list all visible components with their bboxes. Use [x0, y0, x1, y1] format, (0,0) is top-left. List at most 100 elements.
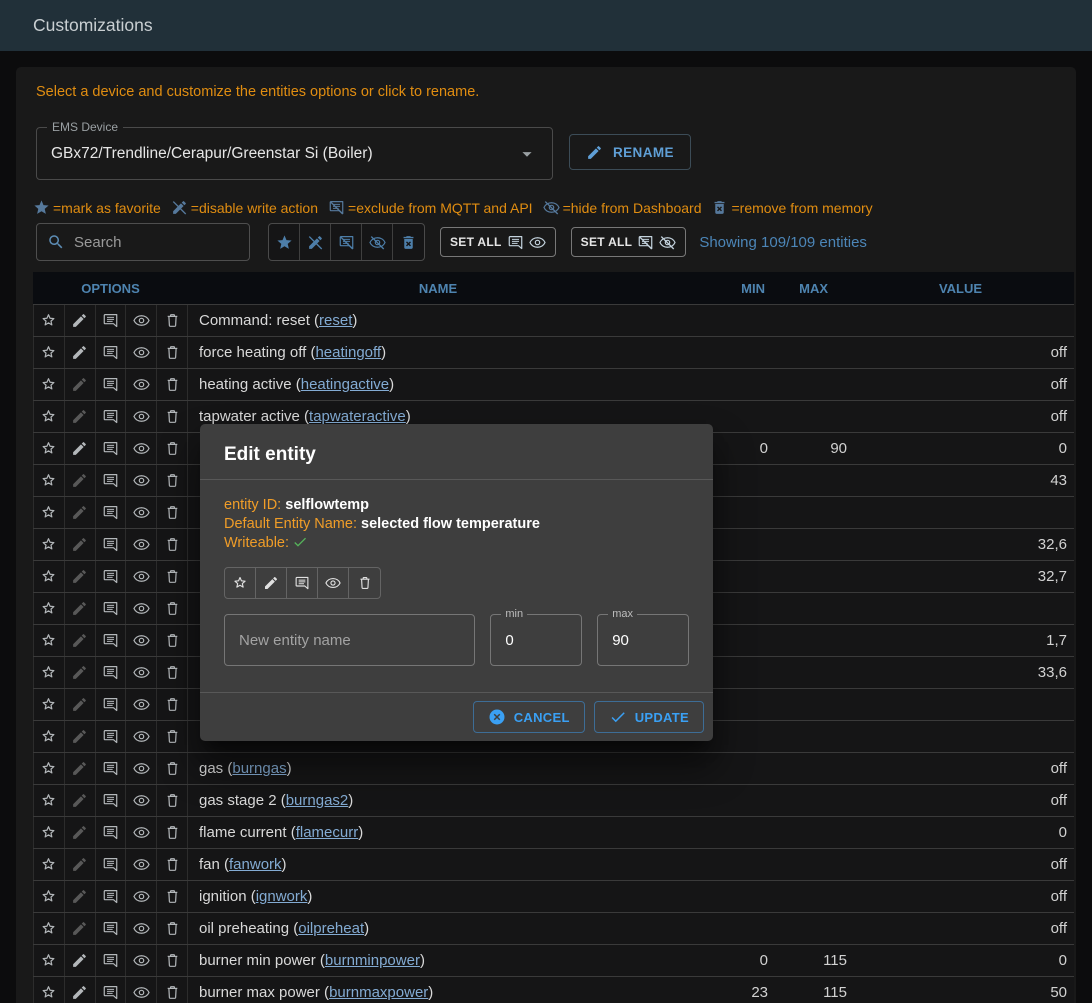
- rename-button[interactable]: RENAME: [569, 134, 691, 170]
- filter-comment-off-toggle[interactable]: [331, 224, 362, 260]
- row-visibility-button[interactable]: [125, 401, 156, 432]
- row-mqtt-exclude-button[interactable]: [94, 977, 126, 1003]
- row-mqtt-exclude-button[interactable]: [94, 305, 126, 336]
- row-delete-button[interactable]: [156, 561, 187, 592]
- search-box[interactable]: [36, 223, 250, 261]
- row-favorite-button[interactable]: [33, 881, 64, 912]
- row-write-toggle[interactable]: [63, 753, 95, 784]
- row-favorite-button[interactable]: [33, 593, 64, 624]
- row-write-toggle[interactable]: [63, 913, 95, 944]
- entity-comment-toggle[interactable]: [287, 568, 318, 598]
- row-write-toggle[interactable]: [63, 689, 95, 720]
- row-favorite-button[interactable]: [33, 913, 64, 944]
- row-delete-button[interactable]: [156, 657, 187, 688]
- row-visibility-button[interactable]: [125, 561, 156, 592]
- row-mqtt-exclude-button[interactable]: [94, 753, 126, 784]
- row-favorite-button[interactable]: [33, 337, 64, 368]
- row-delete-button[interactable]: [156, 849, 187, 880]
- row-mqtt-exclude-button[interactable]: [94, 625, 126, 656]
- set-all-button-1[interactable]: SET ALL: [440, 227, 556, 257]
- entity-id-link[interactable]: burnmaxpower: [329, 983, 429, 1001]
- row-write-toggle[interactable]: [63, 465, 95, 496]
- row-write-toggle[interactable]: [63, 657, 95, 688]
- row-write-toggle[interactable]: [63, 817, 95, 848]
- row-favorite-button[interactable]: [33, 817, 64, 848]
- row-visibility-button[interactable]: [125, 977, 156, 1003]
- entity-trash-toggle[interactable]: [349, 568, 380, 598]
- row-write-toggle[interactable]: [63, 305, 95, 336]
- entity-id-link[interactable]: burnminpower: [324, 952, 420, 969]
- row-write-toggle[interactable]: [63, 433, 95, 464]
- row-delete-button[interactable]: [156, 689, 187, 720]
- entity-pencil-toggle[interactable]: [256, 568, 287, 598]
- row-mqtt-exclude-button[interactable]: [94, 497, 126, 528]
- row-visibility-button[interactable]: [125, 913, 156, 944]
- row-delete-button[interactable]: [156, 817, 187, 848]
- new-entity-name-input[interactable]: [239, 631, 461, 649]
- row-delete-button[interactable]: [156, 337, 187, 368]
- row-mqtt-exclude-button[interactable]: [94, 945, 126, 976]
- entity-id-link[interactable]: heatingoff: [315, 344, 382, 361]
- ems-device-select[interactable]: EMS Device GBx72/Trendline/Cerapur/Green…: [36, 120, 553, 180]
- row-favorite-button[interactable]: [33, 785, 64, 816]
- row-mqtt-exclude-button[interactable]: [94, 817, 126, 848]
- entity-id-link[interactable]: tapwateractive: [309, 408, 406, 425]
- row-visibility-button[interactable]: [125, 593, 156, 624]
- row-favorite-button[interactable]: [33, 689, 64, 720]
- row-write-toggle[interactable]: [63, 561, 95, 592]
- row-mqtt-exclude-button[interactable]: [94, 369, 126, 400]
- entity-id-link[interactable]: heatingactive: [300, 376, 390, 393]
- row-write-toggle[interactable]: [63, 625, 95, 656]
- row-delete-button[interactable]: [156, 913, 187, 944]
- row-delete-button[interactable]: [156, 369, 187, 400]
- row-favorite-button[interactable]: [33, 977, 64, 1003]
- row-visibility-button[interactable]: [125, 817, 156, 848]
- row-write-toggle[interactable]: [63, 881, 95, 912]
- row-favorite-button[interactable]: [33, 497, 64, 528]
- row-delete-button[interactable]: [156, 465, 187, 496]
- row-delete-button[interactable]: [156, 977, 187, 1003]
- row-delete-button[interactable]: [156, 881, 187, 912]
- row-visibility-button[interactable]: [125, 881, 156, 912]
- row-favorite-button[interactable]: [33, 657, 64, 688]
- row-write-toggle[interactable]: [63, 369, 95, 400]
- new-entity-name-field[interactable]: [224, 614, 476, 666]
- row-visibility-button[interactable]: [125, 785, 156, 816]
- row-write-toggle[interactable]: [63, 337, 95, 368]
- row-favorite-button[interactable]: [33, 465, 64, 496]
- max-field[interactable]: max: [597, 608, 690, 666]
- filter-trash-x-toggle[interactable]: [393, 224, 424, 260]
- row-visibility-button[interactable]: [125, 753, 156, 784]
- min-field[interactable]: min: [490, 608, 583, 666]
- row-visibility-button[interactable]: [125, 657, 156, 688]
- entity-id-link[interactable]: fanwork: [229, 856, 282, 873]
- row-favorite-button[interactable]: [33, 753, 64, 784]
- entity-id-link[interactable]: ignwork: [255, 888, 308, 905]
- entity-id-link[interactable]: flamecurr: [295, 824, 359, 841]
- row-mqtt-exclude-button[interactable]: [94, 721, 126, 752]
- row-visibility-button[interactable]: [125, 465, 156, 496]
- row-delete-button[interactable]: [156, 433, 187, 464]
- row-favorite-button[interactable]: [33, 401, 64, 432]
- row-favorite-button[interactable]: [33, 721, 64, 752]
- row-write-toggle[interactable]: [63, 401, 95, 432]
- row-delete-button[interactable]: [156, 753, 187, 784]
- max-input[interactable]: [612, 631, 675, 649]
- row-mqtt-exclude-button[interactable]: [94, 401, 126, 432]
- row-delete-button[interactable]: [156, 401, 187, 432]
- row-delete-button[interactable]: [156, 785, 187, 816]
- row-mqtt-exclude-button[interactable]: [94, 913, 126, 944]
- row-write-toggle[interactable]: [63, 593, 95, 624]
- set-all-button-2[interactable]: SET ALL: [570, 227, 687, 257]
- row-delete-button[interactable]: [156, 497, 187, 528]
- row-visibility-button[interactable]: [125, 369, 156, 400]
- row-mqtt-exclude-button[interactable]: [94, 785, 126, 816]
- filter-pencil-off-toggle[interactable]: [300, 224, 331, 260]
- row-mqtt-exclude-button[interactable]: [94, 881, 126, 912]
- row-favorite-button[interactable]: [33, 305, 64, 336]
- row-mqtt-exclude-button[interactable]: [94, 529, 126, 560]
- entity-id-link[interactable]: burngas2: [285, 792, 349, 809]
- row-delete-button[interactable]: [156, 529, 187, 560]
- search-input[interactable]: [74, 233, 239, 251]
- row-write-toggle[interactable]: [63, 945, 95, 976]
